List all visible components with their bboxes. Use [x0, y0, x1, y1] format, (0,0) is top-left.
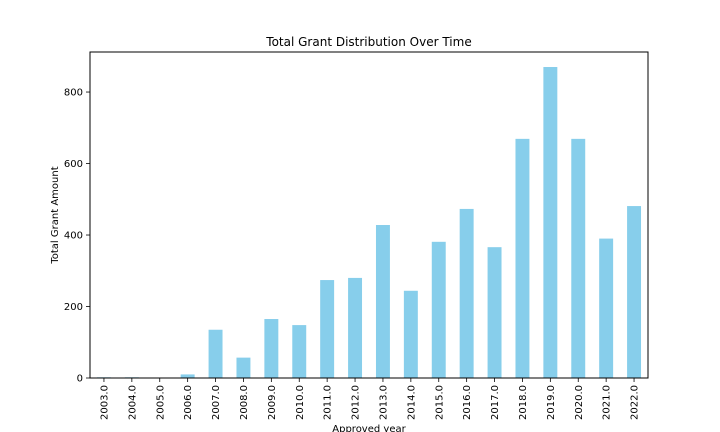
bar-2009.0 [264, 319, 279, 378]
bar-2017.0 [487, 247, 502, 378]
x-tick-label: 2010.0 [295, 385, 306, 420]
x-tick-label: 2015.0 [434, 385, 445, 420]
x-tick-label: 2021.0 [602, 385, 613, 420]
x-tick-label: 2003.0 [99, 385, 110, 420]
x-tick-label: 2017.0 [490, 385, 501, 420]
bar-2010.0 [292, 325, 307, 378]
x-axis-ticks: 2003.0 2004.0 2005.0 2006.0 2007.0 2008.0 2009… [99, 378, 641, 420]
x-tick-label: 2009.0 [267, 385, 278, 420]
y-tick-label: 0 [77, 374, 83, 385]
bar-2011.0 [320, 280, 335, 378]
x-tick-label: 2012.0 [351, 385, 362, 420]
bar-2012.0 [348, 277, 363, 378]
bar-2015.0 [431, 241, 446, 378]
bar-2013.0 [375, 225, 390, 378]
bar-2020.0 [571, 138, 586, 378]
x-tick-label: 2014.0 [406, 385, 417, 420]
x-tick-label: 2004.0 [127, 385, 138, 420]
bar-2021.0 [599, 238, 614, 378]
x-tick-label: 2005.0 [155, 385, 166, 420]
y-axis-label: Total Grant Amount [50, 166, 61, 264]
x-tick-label: 2008.0 [239, 385, 250, 420]
x-tick-label: 2007.0 [211, 385, 222, 420]
bar-2022.0 [627, 206, 642, 378]
y-tick-label: 400 [64, 231, 83, 242]
bar-2014.0 [403, 290, 418, 378]
x-tick-label: 2022.0 [630, 385, 641, 420]
bar-2008.0 [236, 357, 251, 378]
y-axis-ticks: 0 200 400 600 800 [64, 88, 90, 385]
bar-2016.0 [459, 208, 474, 378]
bar-2006.0 [180, 374, 195, 378]
x-axis-label: Approved year [332, 424, 406, 432]
x-tick-label: 2013.0 [378, 385, 389, 420]
x-tick-label: 2020.0 [574, 385, 585, 420]
y-tick-label: 600 [64, 159, 83, 170]
y-tick-label: 800 [64, 88, 83, 99]
bars-group [96, 67, 642, 379]
x-tick-label: 2016.0 [462, 385, 473, 420]
chart-title: Total Grant Distribution Over Time [265, 35, 471, 49]
x-tick-label: 2019.0 [546, 385, 557, 420]
bar-2018.0 [515, 138, 530, 378]
x-tick-label: 2006.0 [183, 385, 194, 420]
y-tick-label: 200 [64, 302, 83, 313]
x-tick-label: 2018.0 [518, 385, 529, 420]
plot-frame [89, 51, 649, 379]
x-tick-label: 2011.0 [323, 385, 334, 420]
bar-2019.0 [543, 67, 558, 379]
bar-2007.0 [208, 329, 223, 378]
